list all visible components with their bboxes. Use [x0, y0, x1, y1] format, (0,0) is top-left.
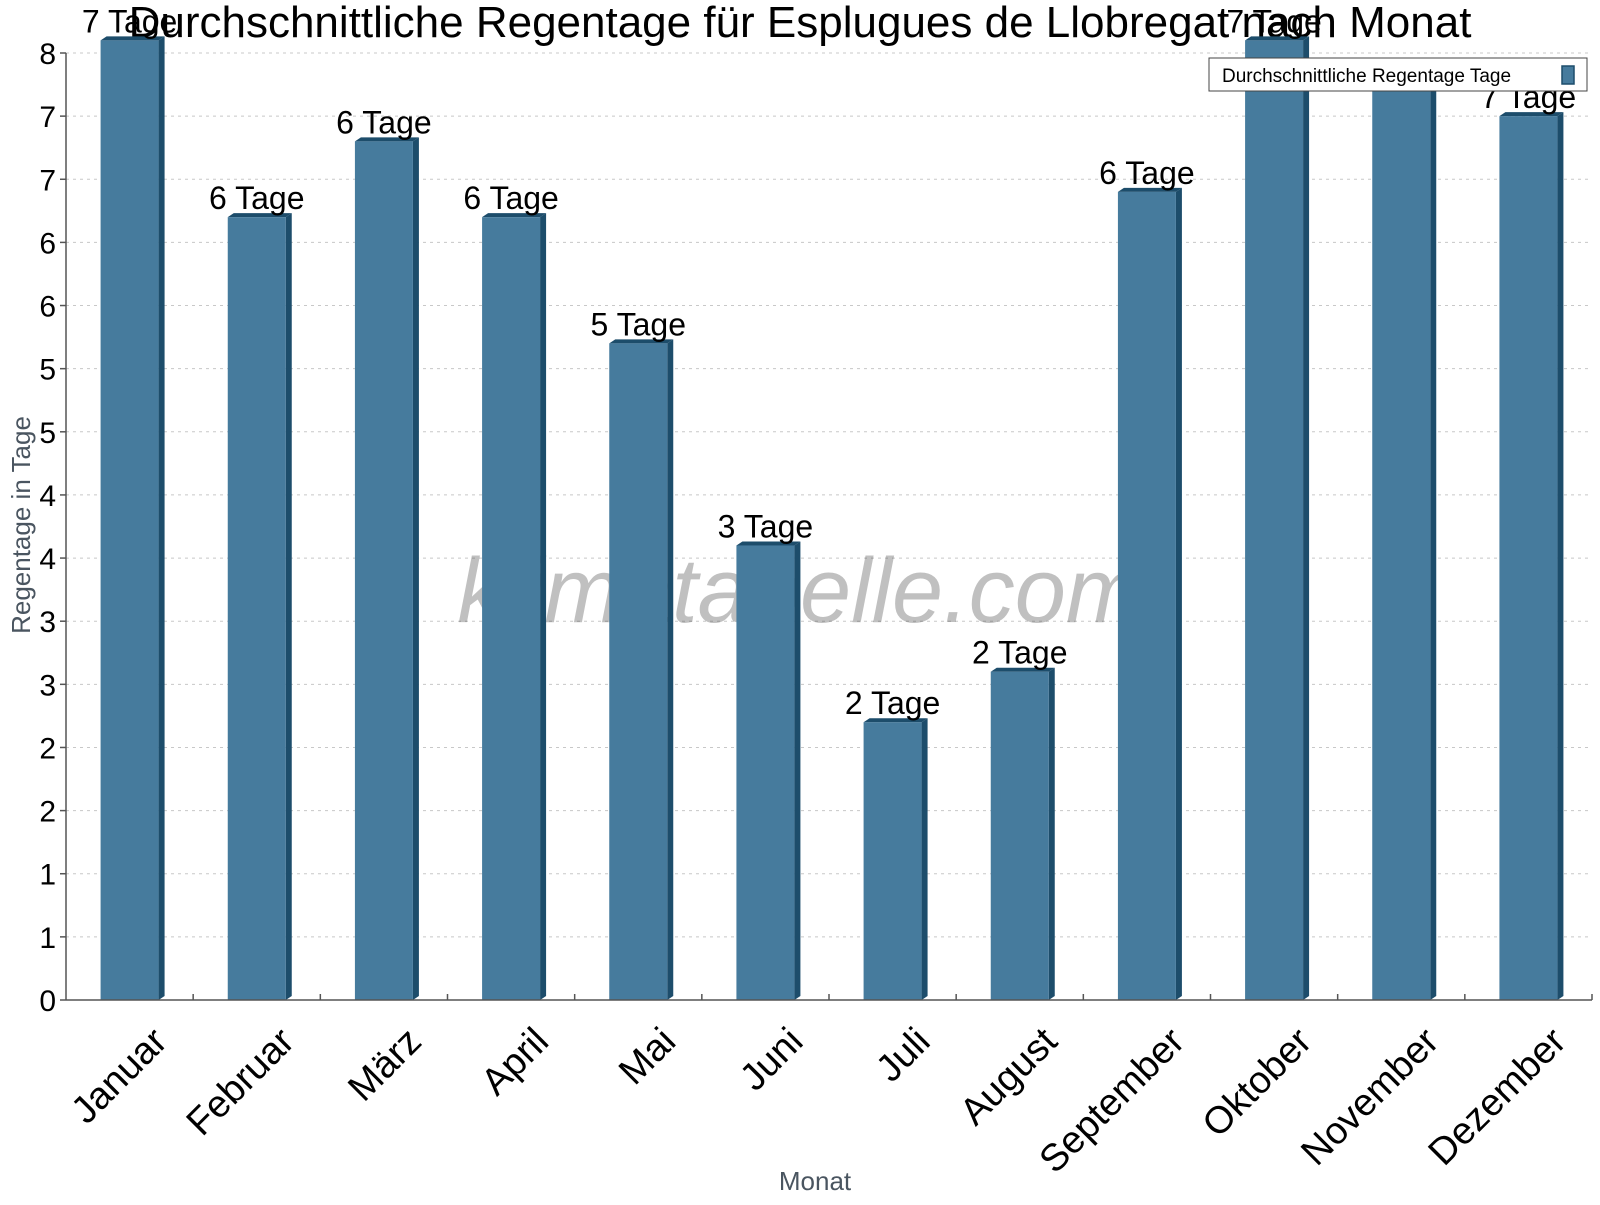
y-tick-label: 6 — [39, 291, 56, 324]
bars — [100, 36, 1564, 1001]
y-tick-label: 2 — [39, 732, 56, 765]
bar-top — [227, 213, 292, 218]
x-tick-label: Juli — [868, 1020, 938, 1090]
y-tick-label: 6 — [39, 227, 56, 260]
bar-front — [100, 40, 159, 1000]
data-label: 2 Tage — [972, 635, 1068, 671]
bar-front — [1245, 40, 1304, 1000]
x-tick-label: Dezember — [1421, 1020, 1575, 1174]
legend-box — [1208, 57, 1588, 92]
y-tick-label: 5 — [39, 417, 56, 450]
bar-front — [1117, 191, 1176, 1001]
data-label: 6 Tage — [336, 104, 432, 140]
x-tick-label: Juni — [732, 1020, 811, 1099]
data-label: 5 Tage — [591, 306, 687, 342]
bar — [1372, 86, 1437, 1000]
y-tick-label: 7 — [39, 101, 56, 134]
bar-front — [736, 545, 795, 1000]
bar-top — [354, 137, 419, 142]
bar-front — [482, 217, 541, 1000]
legend-swatch — [1561, 65, 1575, 85]
y-tick-label: 7 — [39, 164, 56, 197]
bar-top — [990, 667, 1055, 672]
y-tick-label: 0 — [39, 985, 56, 1018]
bar-top — [100, 36, 165, 41]
data-label: 6 Tage — [209, 180, 305, 216]
bar — [1117, 187, 1182, 1001]
y-tick-label: 3 — [39, 669, 56, 702]
bar — [990, 667, 1055, 1000]
y-tick-label: 4 — [39, 543, 56, 576]
bar-top — [1499, 112, 1564, 117]
bar — [1245, 36, 1310, 1000]
data-label: 7 Tage — [1226, 3, 1322, 39]
bar-top — [1245, 36, 1310, 41]
data-label: 7 Tage — [82, 3, 178, 39]
legend-label: Durchschnittliche Regentage Tage — [1222, 66, 1511, 87]
bar-front — [990, 671, 1049, 1000]
bar-side — [1175, 187, 1182, 1001]
bar-top — [736, 541, 801, 546]
x-tick-label: April — [473, 1020, 556, 1103]
x-tick-label: März — [340, 1020, 429, 1109]
bar-side — [412, 137, 419, 1001]
x-tick-label: Mai — [611, 1020, 684, 1093]
bar-side — [158, 36, 165, 1000]
data-label: 6 Tage — [463, 180, 559, 216]
bar — [354, 137, 419, 1001]
x-tick-label: November — [1293, 1020, 1447, 1174]
y-axis-title: Regentage in Tage — [6, 416, 36, 634]
axes — [60, 52, 1593, 1001]
y-tick-label: 1 — [39, 859, 56, 892]
bar — [863, 718, 928, 1000]
y-tick-label: 3 — [39, 606, 56, 639]
bar-side — [1048, 667, 1055, 1000]
bar — [609, 339, 674, 1000]
bar-front — [609, 343, 668, 1000]
y-tick-label: 4 — [39, 480, 56, 513]
bar-side — [1430, 86, 1437, 1000]
bar-side — [285, 213, 292, 1000]
y-tick-label: 1 — [39, 922, 56, 955]
bar — [482, 213, 547, 1000]
bar-side — [1303, 36, 1310, 1000]
bar-side — [667, 339, 674, 1000]
x-tick-label: Oktober — [1195, 1020, 1321, 1146]
bar-top — [482, 213, 547, 218]
bar — [736, 541, 801, 1000]
bar-front — [863, 722, 922, 1000]
x-tick-label: August — [952, 1020, 1066, 1134]
y-tick-label: 2 — [39, 796, 56, 829]
y-tick-labels: 0 1 1 2 2 3 3 4 4 5 5 6 6 7 7 8 — [39, 38, 56, 1018]
gridlines — [66, 52, 1592, 938]
bar-front — [1372, 90, 1431, 1000]
bar-front — [227, 217, 286, 1000]
bar — [1499, 112, 1564, 1001]
bar-side — [1557, 112, 1564, 1001]
x-tick-label: Februar — [179, 1020, 303, 1144]
bar-front — [1499, 116, 1558, 1001]
data-label: 3 Tage — [718, 508, 814, 544]
bar — [227, 213, 292, 1000]
bar-front — [354, 141, 413, 1001]
bar-top — [609, 339, 674, 344]
x-axis-title: Monat — [779, 1166, 852, 1196]
bar-side — [794, 541, 801, 1000]
data-label: 6 Tage — [1099, 155, 1195, 191]
data-label: 2 Tage — [845, 685, 941, 721]
y-tick-label: 8 — [39, 38, 56, 71]
legend: Durchschnittliche Regentage Tage — [1208, 57, 1588, 92]
bar — [100, 36, 165, 1000]
y-tick-label: 5 — [39, 354, 56, 387]
bar-side — [921, 718, 928, 1000]
bar-top — [863, 718, 928, 723]
x-tick-label: Januar — [64, 1020, 176, 1132]
x-tick-labels: Januar Februar März April Mai Juni Juli AugustS… — [64, 1020, 1575, 1181]
bar-top — [1117, 187, 1182, 192]
bar-side — [540, 213, 547, 1000]
